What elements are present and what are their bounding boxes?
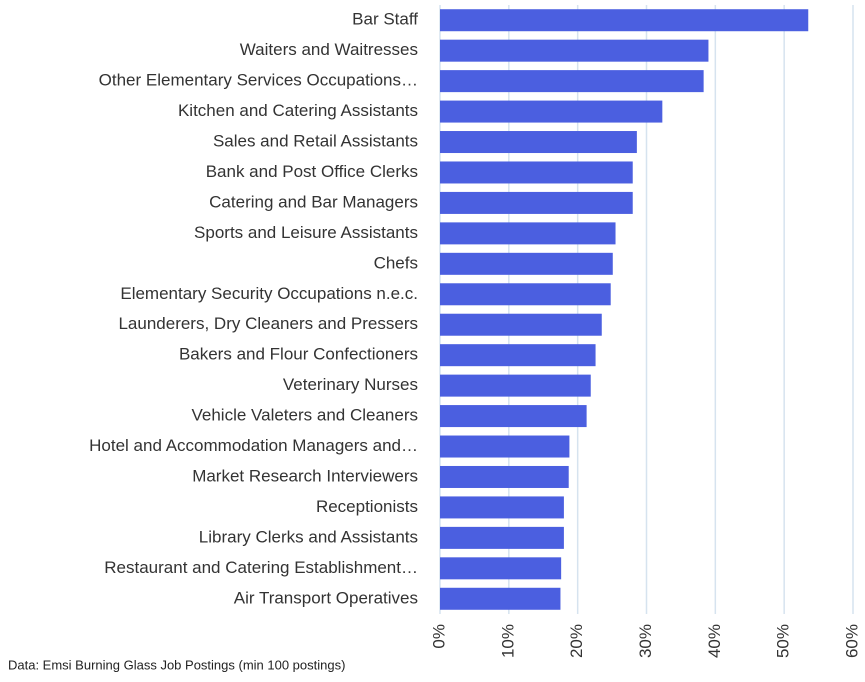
- y-tick-label: Sports and Leisure Assistants: [194, 223, 418, 242]
- y-tick-label: Restaurant and Catering Establishment…: [104, 558, 418, 577]
- bar: [440, 39, 709, 62]
- x-tick-label: 40%: [705, 624, 724, 658]
- bar: [440, 374, 591, 397]
- x-tick-label: 0%: [429, 624, 448, 649]
- y-tick-label: Chefs: [374, 253, 418, 272]
- bar: [440, 100, 663, 123]
- bar: [440, 252, 613, 275]
- y-tick-label: Waiters and Waitresses: [240, 40, 418, 59]
- bar: [440, 526, 564, 549]
- y-tick-label: Market Research Interviewers: [192, 466, 418, 485]
- bar: [440, 587, 561, 610]
- bar: [440, 191, 633, 214]
- y-tick-label: Bakers and Flour Confectioners: [179, 345, 418, 364]
- x-tick-label: 30%: [636, 624, 655, 658]
- y-tick-label: Kitchen and Catering Assistants: [178, 101, 418, 120]
- bar: [440, 70, 704, 93]
- bar: [440, 465, 569, 488]
- bar: [440, 344, 596, 367]
- y-tick-label: Vehicle Valeters and Cleaners: [192, 406, 419, 425]
- bar: [440, 9, 809, 32]
- y-tick-label: Air Transport Operatives: [234, 588, 418, 607]
- y-tick-label: Bank and Post Office Clerks: [206, 162, 418, 181]
- y-tick-label: Elementary Security Occupations n.e.c.: [120, 284, 418, 303]
- bar: [440, 496, 564, 519]
- y-tick-label: Sales and Retail Assistants: [213, 132, 418, 151]
- y-tick-label: Launderers, Dry Cleaners and Pressers: [118, 314, 418, 333]
- bar: [440, 405, 587, 428]
- bar: [440, 131, 637, 154]
- y-tick-label: Hotel and Accommodation Managers and…: [89, 436, 418, 455]
- bar: [440, 222, 616, 245]
- source-note: Data: Emsi Burning Glass Job Postings (m…: [8, 657, 345, 672]
- bar: [440, 313, 602, 336]
- bar: [440, 435, 570, 458]
- bar: [440, 283, 611, 306]
- y-tick-label: Receptionists: [316, 497, 418, 516]
- y-tick-label: Library Clerks and Assistants: [199, 527, 418, 546]
- y-tick-label: Veterinary Nurses: [283, 375, 418, 394]
- x-tick-label: 10%: [498, 624, 517, 658]
- x-tick-label: 50%: [774, 624, 793, 658]
- x-tick-label: 20%: [567, 624, 586, 658]
- y-tick-label: Catering and Bar Managers: [209, 192, 418, 211]
- y-tick-label: Other Elementary Services Occupations…: [99, 71, 418, 90]
- bar: [440, 557, 562, 580]
- x-tick-label: 60%: [842, 624, 861, 658]
- y-tick-label: Bar Staff: [352, 10, 418, 29]
- bar: [440, 161, 633, 184]
